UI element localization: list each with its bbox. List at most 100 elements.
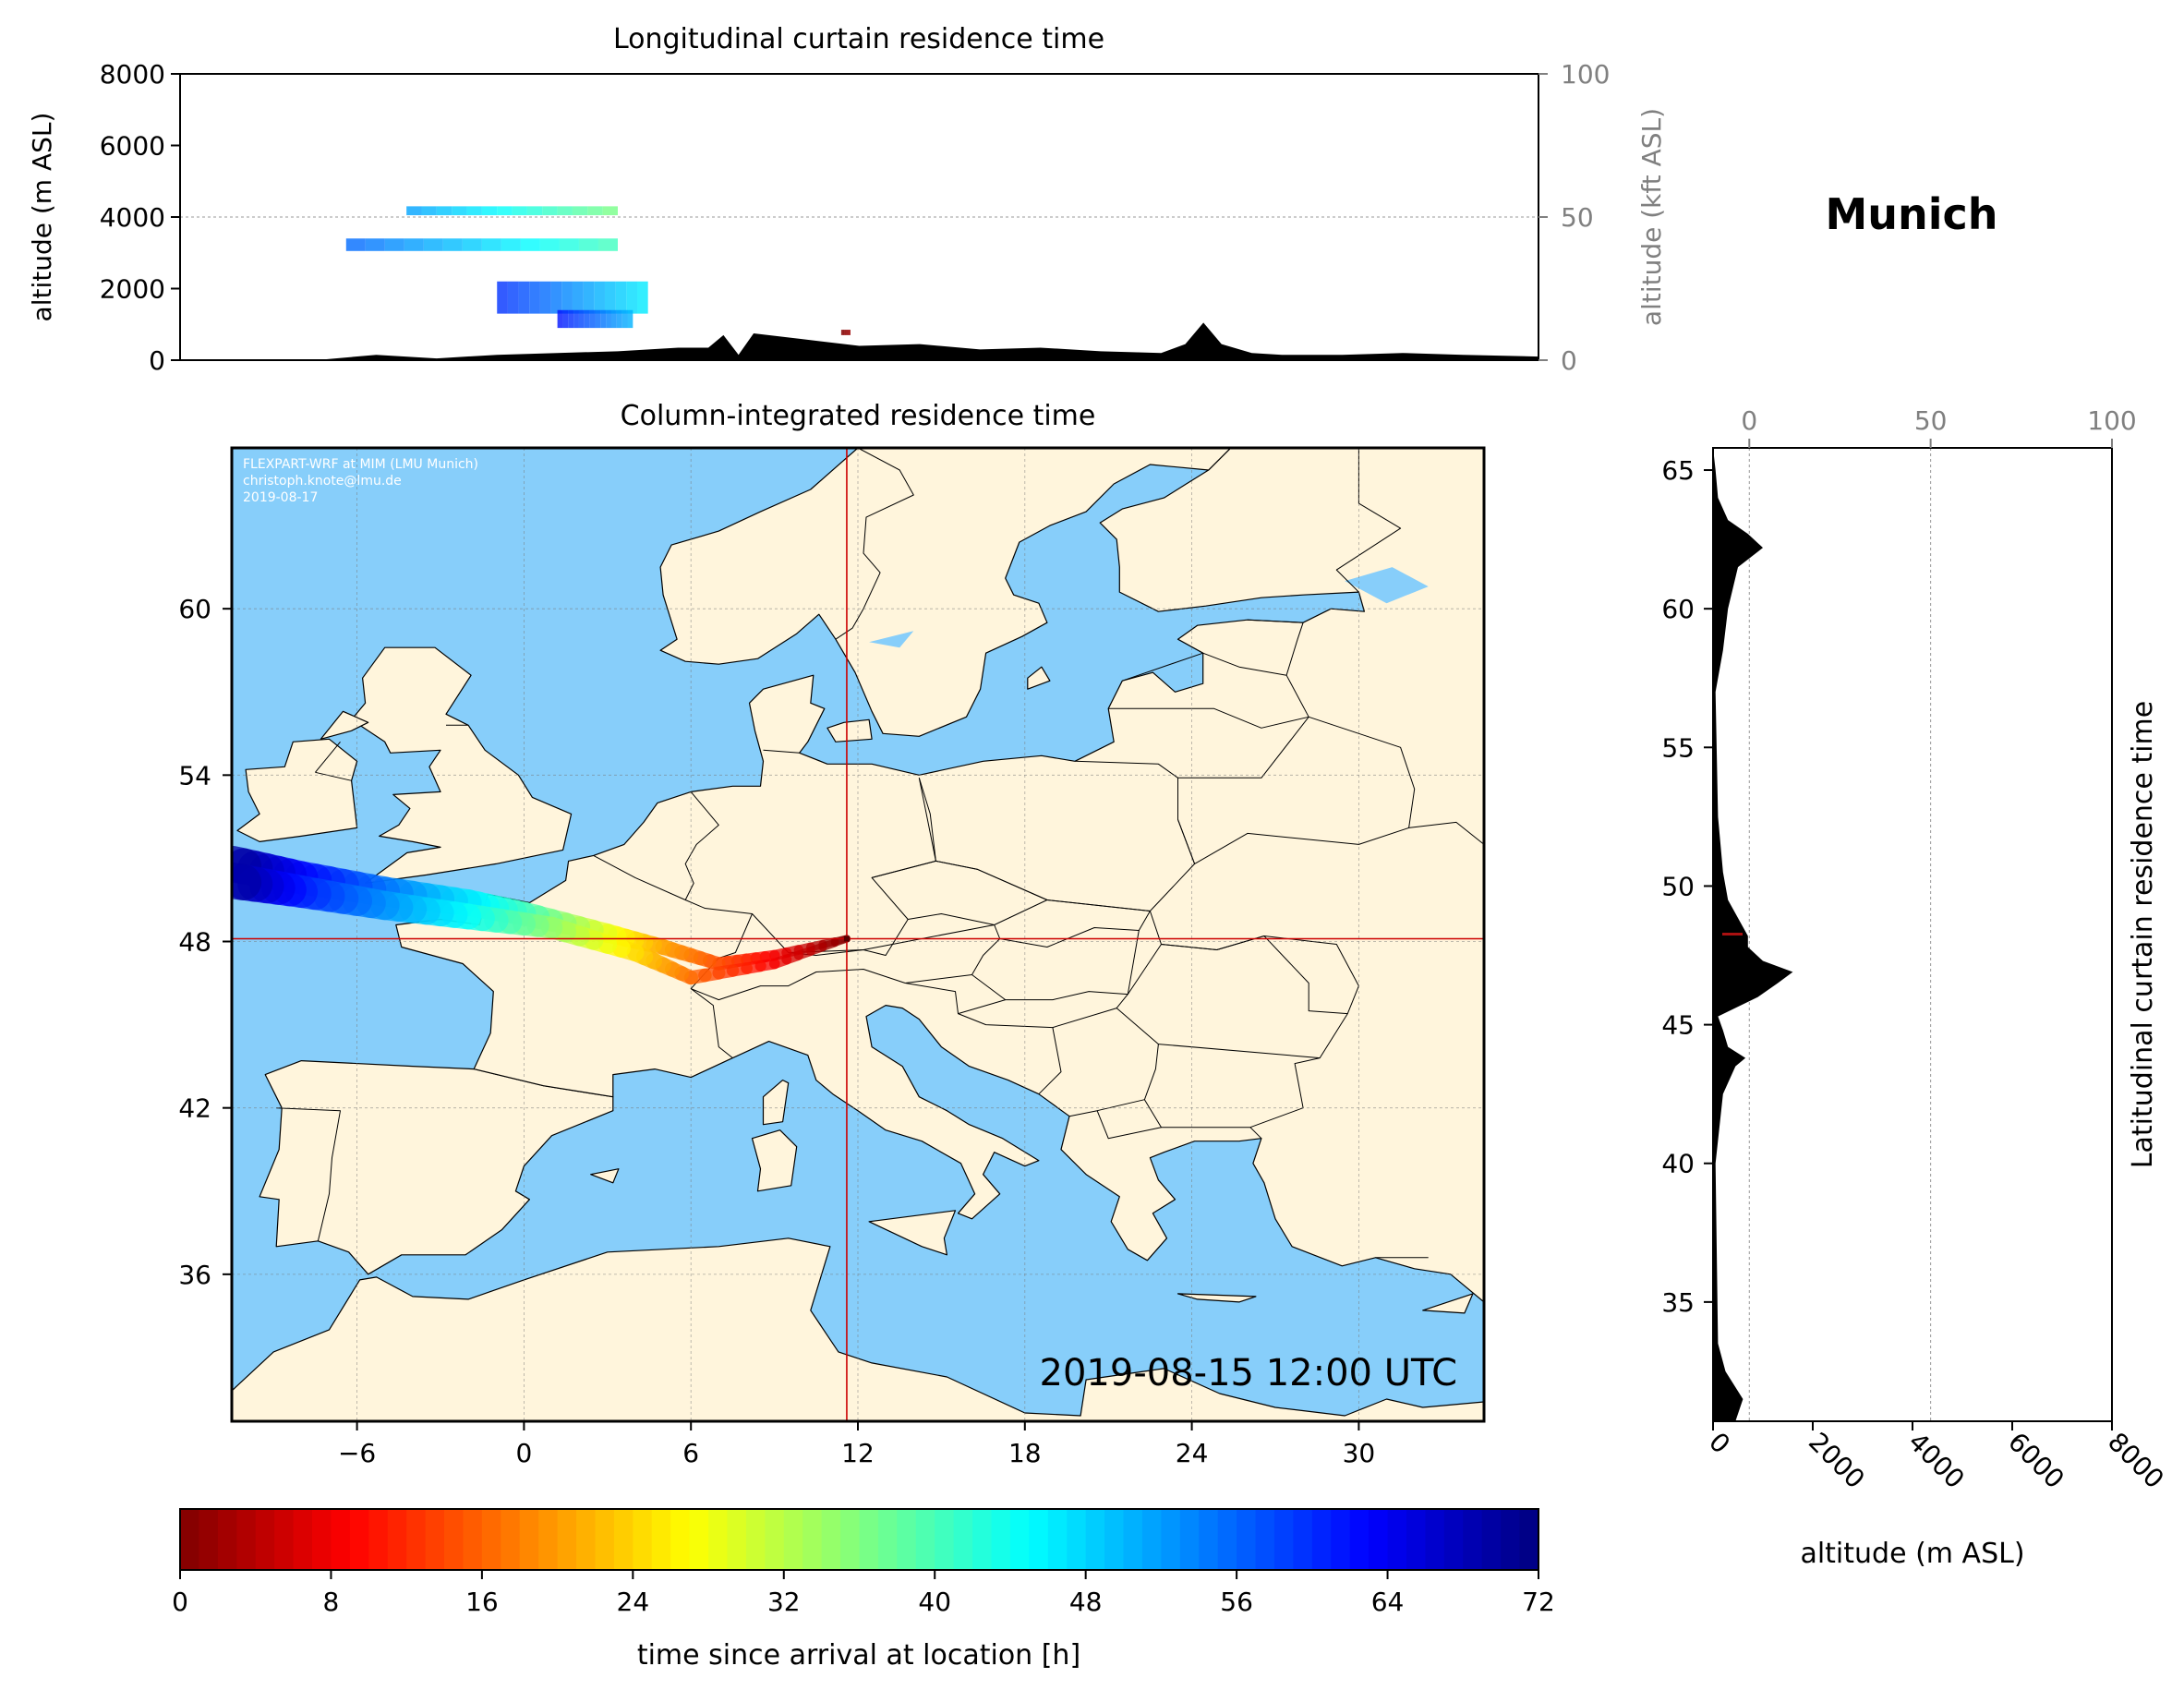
colorbar-ticks: 0 8 16 24 32 40 48 56 64 72 xyxy=(172,1570,1555,1617)
side-panel-frame xyxy=(1712,447,2113,1422)
top-plume-cell-3-6 xyxy=(589,309,596,329)
top-plume-cell-0-11 xyxy=(559,238,579,251)
top-plume-cell-4-9 xyxy=(847,330,849,335)
colorbar-step-66 xyxy=(1425,1509,1445,1570)
country-border-23 xyxy=(835,448,914,640)
colorbar-step-39 xyxy=(915,1509,935,1570)
top-plume-cell-2-3 xyxy=(529,281,540,314)
top-plume-cell-2-1 xyxy=(507,281,519,314)
top-plume-cell-2-9 xyxy=(594,281,605,314)
top-plume-cell-2-10 xyxy=(604,281,616,314)
colorbar-tick-label-0: 0 xyxy=(172,1587,188,1617)
top-plume-cell-1-4 xyxy=(466,206,482,216)
top-yticks-left: 0 2000 4000 6000 8000 xyxy=(100,59,180,376)
colorbar-step-62 xyxy=(1349,1509,1370,1570)
colorbar-step-23 xyxy=(613,1509,633,1570)
colorbar-step-55 xyxy=(1217,1509,1237,1570)
top-plume-cell-2-0 xyxy=(497,281,508,314)
map-xtick-label-0: −6 xyxy=(338,1438,376,1468)
top-ytick-left-label-1: 2000 xyxy=(100,274,165,305)
colorbar-step-13 xyxy=(425,1509,445,1570)
map-xtick-label-2: 6 xyxy=(682,1438,699,1468)
colorbar-step-3 xyxy=(236,1509,257,1570)
country-border-13 xyxy=(1158,1044,1321,1129)
map-xticks: −6 0 6 12 18 24 30 xyxy=(338,1421,1375,1468)
colorbar-step-58 xyxy=(1273,1509,1294,1570)
side-ytick-label-1: 40 xyxy=(1661,1149,1695,1179)
country-border-12 xyxy=(1096,1099,1162,1140)
map-ytick-label-4: 60 xyxy=(178,594,211,624)
colorbar-step-11 xyxy=(387,1509,407,1570)
top-plume-cell-1-8 xyxy=(526,206,543,216)
colorbar-step-34 xyxy=(821,1509,841,1570)
top-plume-cell-1-9 xyxy=(542,206,558,216)
colorbar-step-49 xyxy=(1104,1509,1125,1570)
colorbar-step-52 xyxy=(1161,1509,1181,1570)
colorbar-step-65 xyxy=(1406,1509,1426,1570)
top-plume-cell-2-6 xyxy=(561,281,573,314)
top-plume-cell-1-3 xyxy=(452,206,467,216)
top-plume-cell-1-2 xyxy=(436,206,452,216)
top-plume-cell-1-13 xyxy=(602,206,618,216)
top-grid xyxy=(180,73,1538,361)
map-ytick-label-3: 54 xyxy=(178,760,211,791)
side-ylabel-right: Latitudinal curtain residence time xyxy=(2127,701,2159,1168)
country-border-22 xyxy=(1335,448,1402,593)
map-ytick-label-2: 48 xyxy=(178,927,211,958)
top-plume-cell-2-2 xyxy=(518,281,530,314)
lake-0 xyxy=(869,631,914,648)
top-plume-cell-4-0 xyxy=(840,330,842,335)
top-plume-cell-0-7 xyxy=(481,238,501,251)
top-plume-cell-3-12 xyxy=(621,309,628,329)
map-title: Column-integrated residence time xyxy=(621,400,1096,432)
map-panel: Column-integrated residence time FLEXPAR… xyxy=(178,400,1486,1468)
top-plume-cell-4-3 xyxy=(842,330,844,335)
side-ytick-label-5: 60 xyxy=(1661,594,1695,624)
top-panel: Longitudinal curtain residence time 0 200… xyxy=(27,23,1667,376)
country-border-3 xyxy=(691,969,906,1001)
side-xtick-label-1: 2000 xyxy=(1803,1427,1871,1495)
top-plume-cell-1-1 xyxy=(421,206,437,216)
colorbar-step-28 xyxy=(708,1509,728,1570)
colorbar-step-56 xyxy=(1237,1509,1257,1570)
top-plume-cell-3-7 xyxy=(595,309,601,329)
colorbar-step-42 xyxy=(972,1509,993,1570)
top-plume-cell-2-11 xyxy=(615,281,627,314)
colorbar-step-26 xyxy=(670,1509,691,1570)
colorbar-step-1 xyxy=(199,1509,219,1570)
colorbar-step-70 xyxy=(1501,1509,1521,1570)
top-plume-cell-0-6 xyxy=(462,238,482,251)
top-plume-cell-3-2 xyxy=(568,309,574,329)
landmass-iceland-fragment xyxy=(320,710,369,740)
map-xtick-label-4: 18 xyxy=(1008,1438,1042,1468)
top-plume-cell-4-1 xyxy=(841,330,843,335)
top-plume-cell-0-13 xyxy=(597,238,618,251)
colorbar-step-20 xyxy=(557,1509,577,1570)
landmass-ireland xyxy=(236,738,358,842)
top-plume-cell-1-11 xyxy=(572,206,588,216)
top-plume-cell-1-5 xyxy=(481,206,498,216)
colorbar-step-22 xyxy=(595,1509,615,1570)
colorbar-step-51 xyxy=(1141,1509,1162,1570)
top-plume-cell-1-12 xyxy=(587,206,603,216)
colorbar-step-12 xyxy=(406,1509,427,1570)
colorbar-tick-label-7: 56 xyxy=(1220,1587,1253,1617)
side-xticks-top: 0 50 100 xyxy=(1741,405,2137,448)
top-ylabel-left: altitude (m ASL) xyxy=(27,113,57,322)
side-ytick-label-3: 50 xyxy=(1661,871,1695,901)
country-border-16 xyxy=(1177,819,1484,864)
top-plume xyxy=(345,206,851,335)
side-x2tick-label-0: 0 xyxy=(1741,405,1757,436)
top-plume-cell-0-12 xyxy=(578,238,598,251)
colorbar-step-50 xyxy=(1123,1509,1143,1570)
top-plume-cell-4-12 xyxy=(849,330,851,335)
top-plume-cell-3-13 xyxy=(627,309,633,329)
colorbar-step-2 xyxy=(217,1509,237,1570)
side-xtick-label-3: 6000 xyxy=(2002,1427,2070,1495)
colorbar-step-6 xyxy=(293,1509,313,1570)
colorbar-step-27 xyxy=(689,1509,709,1570)
top-yticks-right: 0 50 100 xyxy=(1538,59,1610,376)
top-plume-cell-0-1 xyxy=(365,238,385,251)
colorbar-step-60 xyxy=(1311,1509,1332,1570)
